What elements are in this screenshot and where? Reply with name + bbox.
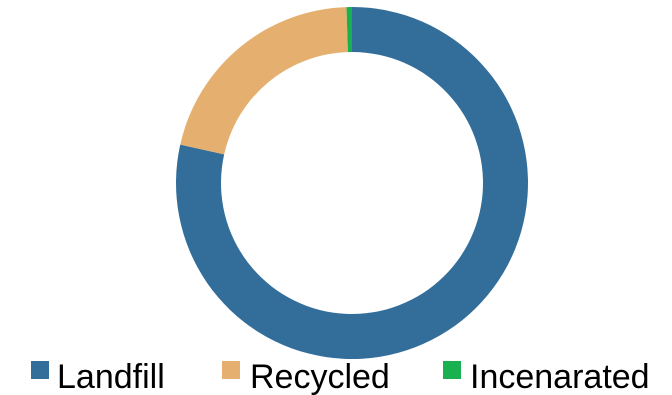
legend-swatch-landfill <box>31 361 49 379</box>
legend: Landfill Recycled Incenarated <box>31 358 650 395</box>
legend-swatch-recycled <box>222 361 240 379</box>
legend-swatch-incenarated <box>443 361 461 379</box>
legend-label-incenarated: Incenarated <box>470 358 650 395</box>
donut-slices <box>175 7 528 359</box>
legend-label-recycled: Recycled <box>250 358 390 395</box>
legend-label-landfill: Landfill <box>57 358 165 395</box>
slice-incenarated <box>346 7 352 53</box>
slice-recycled <box>180 7 348 155</box>
